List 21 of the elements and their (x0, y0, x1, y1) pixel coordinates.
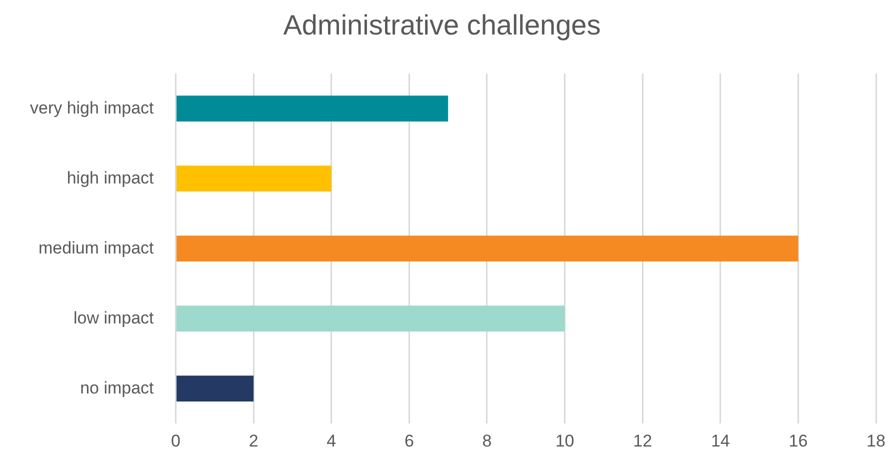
y-tick-label: no impact (80, 378, 154, 398)
x-tick-label: 0 (171, 431, 181, 450)
y-tick-label: low impact (73, 308, 154, 328)
x-tick-label: 8 (482, 431, 492, 450)
y-tick-label: medium impact (38, 238, 154, 258)
bar (176, 96, 448, 122)
x-tick-label: 16 (788, 431, 808, 450)
y-tick-label: very high impact (30, 98, 154, 118)
bar (176, 236, 798, 262)
chart-title: Administrative challenges (283, 10, 601, 41)
x-tick-label: 12 (633, 431, 652, 450)
x-tick-label: 4 (326, 431, 336, 450)
bar (176, 166, 332, 192)
bar (176, 376, 254, 402)
y-tick-label: high impact (66, 168, 154, 188)
x-tick-label: 2 (248, 431, 258, 450)
x-tick-label: 6 (404, 431, 414, 450)
x-tick-label: 14 (710, 431, 730, 450)
x-tick-label: 10 (555, 431, 574, 450)
x-tick-label: 18 (866, 431, 886, 450)
bar (176, 306, 565, 332)
